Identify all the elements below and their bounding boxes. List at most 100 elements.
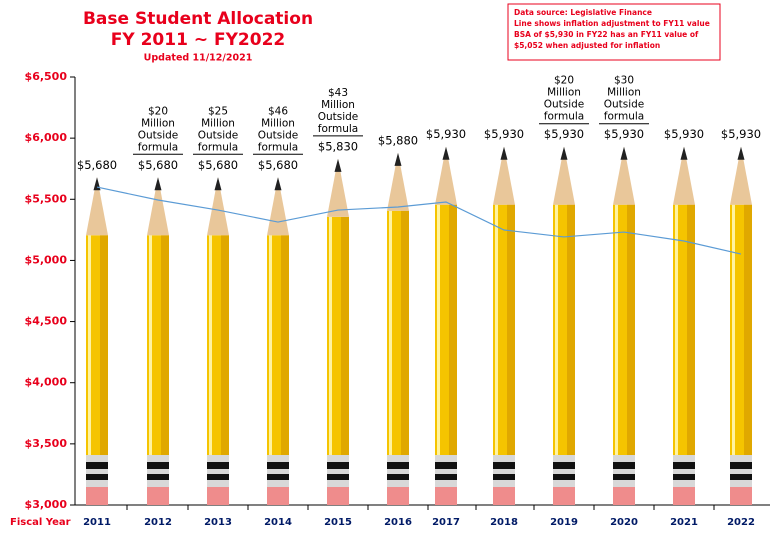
value-label: $5,680 [258, 158, 298, 172]
pencil-lead [501, 147, 508, 160]
value-label: $5,930 [721, 127, 761, 141]
pencil-band [613, 462, 635, 469]
pencil-ferrule [207, 455, 229, 487]
pencil-ferrule [327, 455, 349, 487]
pencil-eraser [387, 487, 409, 505]
pencil-ferrule [493, 455, 515, 487]
pencil-eraser [673, 487, 695, 505]
pencil-band [613, 474, 635, 480]
x-tick-label: 2014 [264, 517, 292, 528]
annotation-line: Outside [258, 129, 299, 141]
pencil-lead [738, 147, 745, 160]
x-tick-label: 2018 [490, 517, 518, 528]
pencil-band [673, 474, 695, 480]
value-label: $5,680 [138, 158, 178, 172]
x-tick-label: 2011 [83, 517, 111, 528]
x-tick-label: 2017 [432, 517, 460, 528]
y-tick-label: $4,000 [25, 376, 68, 389]
pencil-ferrule [613, 455, 635, 487]
note-line: Data source: Legislative Finance [514, 8, 652, 17]
annotation-line: Million [261, 117, 295, 129]
annotation-line: formula [138, 141, 179, 153]
y-tick-label: $6,000 [25, 131, 68, 144]
y-tick-label: $3,500 [25, 437, 68, 450]
pencil-lead [94, 177, 101, 190]
pencil-ferrule [435, 455, 457, 487]
value-label: $5,930 [664, 127, 704, 141]
pencil-bar [207, 177, 229, 505]
pencil-lead [215, 177, 222, 190]
annotation-line: Million [141, 117, 175, 129]
value-label: $5,930 [426, 127, 466, 141]
annotation-line: $46 [268, 105, 288, 117]
pencil-band [730, 474, 752, 480]
y-tick-label: $3,000 [25, 498, 68, 511]
y-tick-label: $4,500 [25, 315, 68, 328]
x-tick-label: 2015 [324, 517, 352, 528]
x-tick-label: 2016 [384, 517, 412, 528]
annotation-line: Million [201, 117, 235, 129]
pencil-eraser [327, 487, 349, 505]
pencil-band [553, 462, 575, 469]
annotation-line: Outside [138, 129, 179, 141]
chart: Base Student Allocation FY 2011 ~ FY2022… [0, 0, 770, 533]
x-axis-label: Fiscal Year [10, 517, 71, 528]
annotation-line: $43 [328, 87, 348, 99]
pencil-band [493, 462, 515, 469]
chart-subtitle: Updated 11/12/2021 [144, 53, 253, 64]
pencil-band [553, 474, 575, 480]
note-line: $5,052 when adjusted for inflation [514, 41, 660, 50]
pencil-ferrule [267, 455, 289, 487]
pencil-band [207, 474, 229, 480]
pencil-band [673, 462, 695, 469]
pencil-ferrule [553, 455, 575, 487]
x-tick-label: 2012 [144, 517, 172, 528]
y-tick-label: $6,500 [25, 70, 68, 83]
pencil-bar [553, 147, 575, 505]
pencil-eraser [147, 487, 169, 505]
x-tick-label: 2020 [610, 517, 638, 528]
pencil-lead [155, 177, 162, 190]
pencil-bar [673, 147, 695, 505]
chart-title: Base Student Allocation [83, 9, 313, 29]
pencil-band [267, 462, 289, 469]
pencil-band [86, 474, 108, 480]
pencil-band [387, 462, 409, 469]
pencil-ferrule [730, 455, 752, 487]
pencil-lead [275, 177, 282, 190]
pencil-ferrule [387, 455, 409, 487]
pencil-band [147, 474, 169, 480]
pencil-eraser [553, 487, 575, 505]
pencil-bar [730, 147, 752, 505]
x-tick-label: 2021 [670, 517, 698, 528]
pencil-band [147, 462, 169, 469]
pencil-band [327, 462, 349, 469]
note-line: Line shows inflation adjustment to FY11 … [514, 19, 710, 28]
pencil-bar [435, 147, 457, 505]
pencil-ferrule [673, 455, 695, 487]
pencil-ferrule [147, 455, 169, 487]
x-tick-label: 2022 [727, 517, 755, 528]
pencil-eraser [493, 487, 515, 505]
annotation-line: formula [258, 141, 299, 153]
pencil-lead [443, 147, 450, 160]
pencil-lead [681, 147, 688, 160]
pencil-eraser [86, 487, 108, 505]
value-label: $5,930 [604, 127, 644, 141]
pencil-band [327, 474, 349, 480]
value-label: $5,680 [77, 158, 117, 172]
annotation-line: $30 [614, 75, 634, 87]
y-tick-label: $5,000 [25, 253, 68, 266]
annotation-line: $20 [554, 75, 574, 87]
pencil-lead [621, 147, 628, 160]
value-label: $5,930 [544, 127, 584, 141]
pencil-bar [147, 177, 169, 505]
value-label: $5,880 [378, 133, 418, 147]
note-line: BSA of $5,930 in FY22 has an FY11 value … [514, 30, 699, 39]
pencil-bar [493, 147, 515, 505]
annotation-line: Million [321, 99, 355, 111]
pencil-eraser [435, 487, 457, 505]
pencil-eraser [267, 487, 289, 505]
annotation-line: Outside [604, 99, 645, 111]
pencil-lead [335, 159, 342, 172]
